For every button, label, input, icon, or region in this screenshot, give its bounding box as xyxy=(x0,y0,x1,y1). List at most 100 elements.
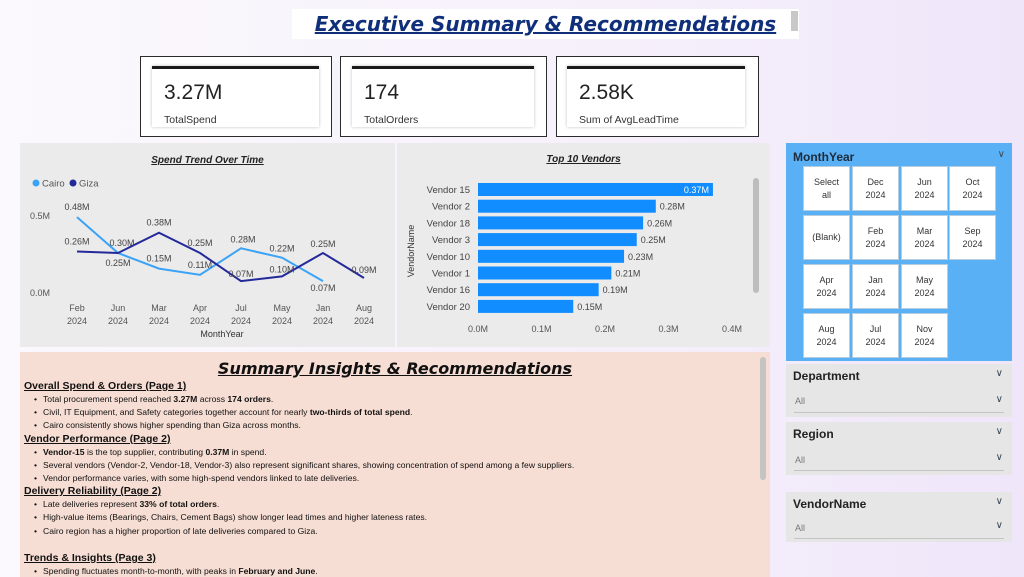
data-label: 0.21M xyxy=(615,269,640,279)
insight-bullet: Civil, IT Equipment, and Safety categori… xyxy=(34,406,754,419)
monthyear-tile[interactable]: Jun 2024 xyxy=(901,166,948,211)
title-scrollbar[interactable] xyxy=(791,11,798,31)
data-label: 0.30M xyxy=(109,238,134,248)
bar[interactable] xyxy=(478,199,656,213)
category-label: Vendor 20 xyxy=(427,302,470,313)
y-axis-title: VendorName xyxy=(406,225,416,278)
chevron-down-icon[interactable]: ∨ xyxy=(997,149,1005,160)
x-tick-label: 2024 xyxy=(67,316,87,326)
data-label: 0.25M xyxy=(187,238,212,248)
x-tick-label: 2024 xyxy=(149,316,169,326)
insight-section-heading: Vendor Performance (Page 2) xyxy=(24,432,171,445)
x-tick-label: 2024 xyxy=(313,316,333,326)
dropdown-chevron-icon[interactable]: ∨ xyxy=(995,394,1003,405)
monthyear-slicer: MonthYear ∨ Select all Dec 2024 Jun 2024 Oct 20… xyxy=(786,143,1012,361)
monthyear-tile[interactable]: Select all xyxy=(803,166,850,211)
monthyear-tile[interactable]: Mar 2024 xyxy=(901,215,948,260)
slicer-title: Department xyxy=(793,369,860,383)
monthyear-tile[interactable]: (Blank) xyxy=(803,215,850,260)
tile-line-2: 2024 xyxy=(962,189,983,200)
slicer-value[interactable]: All xyxy=(795,455,806,465)
x-tick-label: Jul xyxy=(235,303,247,313)
chevron-down-icon[interactable]: ∨ xyxy=(995,496,1003,507)
data-label: 0.26M xyxy=(647,218,672,228)
bar[interactable] xyxy=(478,233,637,247)
tile-line-2: 2024 xyxy=(914,287,935,298)
slicer-value[interactable]: All xyxy=(795,396,806,406)
slicer-underline xyxy=(794,470,1004,471)
insights-scrollbar[interactable] xyxy=(760,357,766,480)
data-label: 0.07M xyxy=(310,283,335,293)
region-slicer: Region ∨ All ∨ xyxy=(786,422,1012,475)
vendorname-slicer: VendorName ∨ All ∨ xyxy=(786,492,1012,542)
bar[interactable] xyxy=(478,266,612,280)
monthyear-tile[interactable]: Aug 2024 xyxy=(803,313,850,358)
kpi-label: TotalSpend xyxy=(164,114,217,126)
x-tick-label: 2024 xyxy=(354,316,374,326)
data-label: 0.19M xyxy=(603,285,628,295)
data-label: 0.38M xyxy=(146,218,171,228)
slicer-title: Region xyxy=(793,427,834,441)
kpi-card-total-spend[interactable]: 3.27M TotalSpend xyxy=(152,66,319,127)
chevron-down-icon[interactable]: ∨ xyxy=(995,426,1003,437)
data-label: 0.48M xyxy=(64,202,89,212)
y-tick-label: 0.5M xyxy=(30,211,50,221)
kpi-label: TotalOrders xyxy=(364,114,419,126)
bar[interactable] xyxy=(478,299,574,313)
insight-bullet: Vendor performance varies, with some hig… xyxy=(34,472,754,485)
tile-line-1: Sep xyxy=(964,225,981,236)
monthyear-tile[interactable]: Oct 2024 xyxy=(949,166,996,211)
x-tick-label: Mar xyxy=(151,303,167,313)
tile-line-1: (Blank) xyxy=(812,232,841,242)
monthyear-tile[interactable]: Dec 2024 xyxy=(852,166,899,211)
tile-line-1: Aug xyxy=(818,323,835,334)
monthyear-tile[interactable]: Nov 2024 xyxy=(901,313,948,358)
data-label: 0.37M xyxy=(684,185,709,195)
x-tick-label: Apr xyxy=(193,303,207,313)
monthyear-tile[interactable]: Apr 2024 xyxy=(803,264,850,309)
bar-chart-scrollbar[interactable] xyxy=(753,178,759,293)
data-label: 0.26M xyxy=(64,236,89,246)
legend-giza-marker xyxy=(69,179,77,187)
tile-line-1: Oct xyxy=(965,176,980,187)
data-label: 0.07M xyxy=(228,269,253,279)
chart-title: Spend Trend Over Time xyxy=(151,155,264,166)
bar[interactable] xyxy=(478,183,713,196)
tile-line-2: 2024 xyxy=(865,336,886,347)
dropdown-chevron-icon[interactable]: ∨ xyxy=(995,452,1003,463)
monthyear-tile[interactable]: Jan 2024 xyxy=(852,264,899,309)
category-label: Vendor 10 xyxy=(427,252,470,263)
kpi-card-total-orders[interactable]: 174 TotalOrders xyxy=(352,66,534,127)
kpi-label: Sum of AvgLeadTime xyxy=(579,114,679,126)
category-label: Vendor 15 xyxy=(427,185,470,196)
slicer-underline xyxy=(794,412,1004,413)
insight-bullet-list: Total procurement spend reached 3.27M ac… xyxy=(24,393,754,433)
y-tick-label: 0.0M xyxy=(30,288,50,298)
slicer-value[interactable]: All xyxy=(795,523,806,533)
x-tick-label: 0.1M xyxy=(531,324,551,334)
bar-chart-svg: VendorName Vendor 15 0.37M Vendor 2 0.28M Ve… xyxy=(406,178,759,334)
monthyear-tile[interactable]: Sep 2024 xyxy=(949,215,996,260)
tile-line-2: 2024 xyxy=(914,336,935,347)
tile-line-2: 2024 xyxy=(914,189,935,200)
tile-line-1: Jul xyxy=(869,323,882,334)
kpi-card-avg-lead-time[interactable]: 2.58K Sum of AvgLeadTime xyxy=(567,66,745,127)
monthyear-tile[interactable]: Feb 2024 xyxy=(852,215,899,260)
monthyear-tile[interactable]: May 2024 xyxy=(901,264,948,309)
bar[interactable] xyxy=(478,249,625,263)
bar[interactable] xyxy=(478,283,599,297)
monthyear-tile[interactable]: Jul 2024 xyxy=(852,313,899,358)
data-label: 0.09M xyxy=(351,265,376,275)
insight-bullet: High-value items (Bearings, Chairs, Ceme… xyxy=(34,511,754,524)
insight-bullet: Late deliveries represent 33% of total o… xyxy=(34,498,754,511)
chevron-down-icon[interactable]: ∨ xyxy=(995,368,1003,379)
bar[interactable] xyxy=(478,216,644,230)
top-vendors-chart[interactable]: Top 10 Vendors VendorName Vendor 15 0.37M… xyxy=(397,143,770,347)
slicer-title: MonthYear xyxy=(793,150,855,164)
data-label: 0.28M xyxy=(230,234,255,244)
insight-bullet: Spending fluctuates month-to-month, with… xyxy=(34,565,754,577)
x-tick-label: 2024 xyxy=(190,316,210,326)
dropdown-chevron-icon[interactable]: ∨ xyxy=(995,520,1003,531)
tile-line-1: Nov xyxy=(916,323,933,334)
spend-trend-chart[interactable]: Spend Trend Over Time Cairo Giza 0.5M 0.… xyxy=(20,143,395,347)
